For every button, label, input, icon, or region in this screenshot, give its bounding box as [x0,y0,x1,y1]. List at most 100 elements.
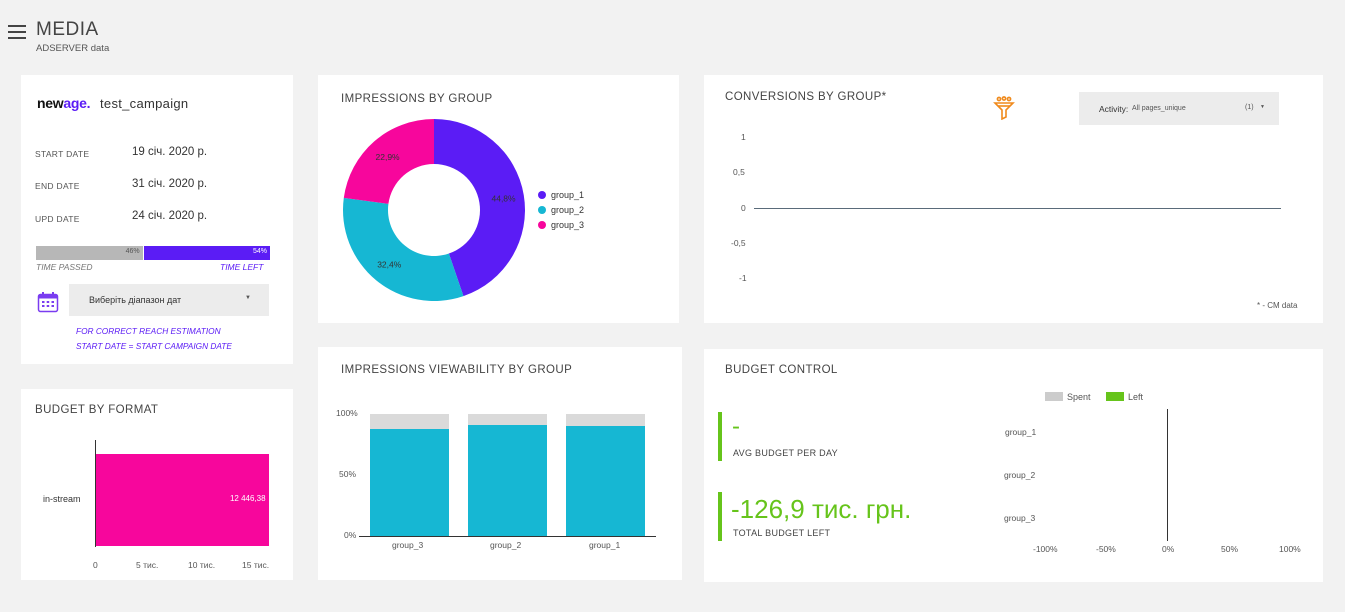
legend-item-group-3[interactable]: group_3 [538,220,584,235]
total-budget-label: TOTAL BUDGET LEFT [733,528,831,538]
reach-note-line2: START DATE = START CAMPAIGN DATE [76,341,232,351]
reach-note-line1: FOR CORRECT REACH ESTIMATION [76,326,221,336]
format-category-label: in-stream [43,494,81,504]
view-xtick-0: group_3 [392,540,424,550]
legend-swatch-icon [1106,392,1124,401]
non-viewable-bar-segment[interactable] [370,414,449,429]
conversions-card: CONVERSIONS BY GROUP* Activity: All page… [704,75,1323,323]
format-bar-value: 12 446,38 [229,494,266,503]
legend-dot-icon [538,221,546,229]
total-budget-value: -126,9 тис. грн. [731,494,912,524]
chevron-down-icon: ▼ [245,295,251,301]
format-xtick-2: 10 тис. [188,560,216,570]
conv-ytick-1: 0,5 [733,167,745,177]
campaign-card: newage. test_campaign START DATE 19 січ.… [21,75,293,364]
non-viewable-bar-segment[interactable] [468,414,547,425]
activity-count: (1) [1245,104,1254,111]
donut-slice-label: 32,4% [377,259,402,269]
avg-budget-label: AVG BUDGET PER DAY [733,448,838,458]
brand-logo: newage. [37,95,91,111]
budget-xtick-2: 0% [1162,544,1175,554]
activity-label: Activity: [1099,104,1129,114]
format-xtick-0: 0 [93,560,98,570]
conversions-title: CONVERSIONS BY GROUP* [725,91,887,103]
viewable-bar-segment[interactable] [370,428,449,536]
budget-zero-line [1167,409,1168,541]
calendar-icon[interactable] [37,291,59,313]
campaign-name: test_campaign [100,96,189,111]
view-ytick-0: 100% [336,408,358,418]
budget-control-title: BUDGET CONTROL [725,364,838,376]
conversions-footnote: * - CM data [1257,301,1298,310]
view-ytick-1: 50% [339,469,357,479]
view-ytick-2: 0% [344,530,357,540]
impressions-donut-chart: 44,8% 32,4% 22,9% [343,119,525,301]
time-progress-bar: 46% 54% [36,246,270,260]
donut-slice-label: 22,9% [376,152,401,162]
conv-ytick-0: 1 [741,132,746,142]
donut-slice-label: 44,8% [491,193,516,203]
end-date-label: END DATE [35,181,80,191]
page-subtitle: ADSERVER data [36,43,110,54]
budget-xtick-3: 50% [1221,544,1239,554]
legend-swatch-icon [1045,392,1063,401]
budget-category-0: group_1 [1005,427,1037,437]
view-xtick-1: group_2 [490,540,522,550]
format-axis-line [95,440,96,547]
end-date-value: 31 січ. 2020 р. [132,178,208,190]
legend-item-left[interactable]: Left [1106,392,1143,402]
donut-legend: group_1 group_2 group_3 [538,190,584,235]
activity-select[interactable]: Activity: All pages_unique (1) ▼ [1079,92,1279,125]
hamburger-icon [8,25,26,39]
budget-format-title: BUDGET BY FORMAT [35,404,159,416]
budget-xtick-4: 100% [1279,544,1301,554]
view-xtick-2: group_1 [589,540,621,550]
start-date-value: 19 січ. 2020 р. [132,146,208,158]
upd-date-value: 24 січ. 2020 р. [132,210,208,222]
chevron-down-icon: ▼ [1260,104,1265,110]
time-passed-label: TIME PASSED [36,262,93,272]
activity-value: All pages_unique [1132,105,1186,112]
conv-ytick-2: 0 [741,203,746,213]
avg-accent-bar [718,412,722,461]
time-passed-segment: 46% [36,246,144,260]
start-date-label: START DATE [35,149,90,159]
conv-ytick-3: -0,5 [731,238,746,248]
format-xtick-1: 5 тис. [136,560,159,570]
donut-slice-group_2[interactable] [343,197,464,301]
budget-xtick-0: -100% [1033,544,1058,554]
legend-item-group-1[interactable]: group_1 [538,190,584,205]
format-bar[interactable]: 12 446,38 [96,454,269,546]
avg-budget-value: - [732,413,740,440]
budget-category-1: group_2 [1004,470,1036,480]
total-accent-bar [718,492,722,541]
funnel-icon[interactable] [993,96,1015,121]
time-passed-percent: 46% [125,248,140,255]
viewable-bar-segment[interactable] [468,424,547,536]
budget-xtick-1: -50% [1096,544,1116,554]
conv-ytick-4: -1 [739,273,747,283]
upd-date-label: UPD DATE [35,214,80,224]
menu-button[interactable] [8,25,26,39]
budget-format-card: BUDGET BY FORMAT in-stream 12 446,38 0 5… [21,389,293,580]
page-title: MEDIA [36,19,99,40]
legend-dot-icon [538,191,546,199]
time-left-label: TIME LEFT [220,262,264,272]
viewability-title: IMPRESSIONS VIEWABILITY BY GROUP [341,364,573,376]
donut-slice-group_3[interactable] [343,119,434,204]
date-range-select[interactable]: Виберіть діапазон дат ▼ [69,284,269,316]
impressions-group-card: IMPRESSIONS BY GROUP 44,8% 32,4% 22,9% gro… [318,75,679,323]
viewability-card: IMPRESSIONS VIEWABILITY BY GROUP 100% 50… [318,347,682,580]
donut-slice-group_1[interactable] [434,119,525,297]
non-viewable-bar-segment[interactable] [566,414,645,427]
viewable-bar-segment[interactable] [566,426,645,536]
budget-category-2: group_3 [1004,513,1036,523]
conversions-zero-line [754,208,1281,209]
time-left-percent: 54% [252,248,267,255]
budget-control-card: BUDGET CONTROL - AVG BUDGET PER DAY -126… [704,349,1323,582]
legend-item-group-2[interactable]: group_2 [538,205,584,220]
legend-dot-icon [538,206,546,214]
impressions-group-title: IMPRESSIONS BY GROUP [341,93,493,105]
format-xtick-3: 15 тис. [242,560,270,570]
legend-item-spent[interactable]: Spent [1045,392,1091,402]
